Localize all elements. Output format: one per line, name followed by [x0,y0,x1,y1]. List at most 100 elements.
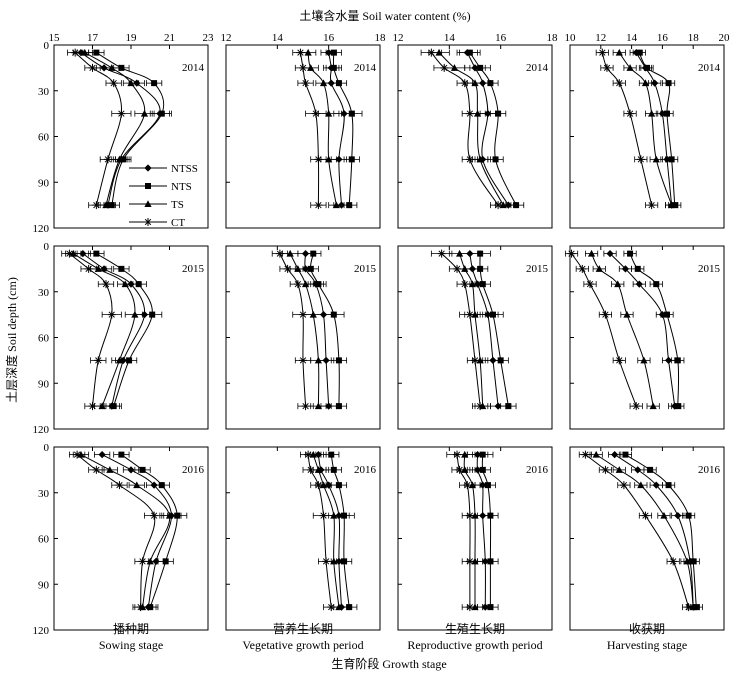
data-point [139,466,146,473]
x-tick-label: 23 [203,32,215,44]
series-line [469,253,499,407]
data-point [322,557,331,566]
data-point [325,155,333,163]
series-line [96,253,153,407]
series-ntss [94,451,182,611]
data-point [665,80,672,87]
stage-label-en: Reproductive growth period [407,638,542,652]
data-point [440,63,449,72]
data-point [327,603,336,612]
series-line [476,454,486,608]
data-point [648,109,656,117]
data-point [314,155,323,164]
stage-label-cn: 生殖生长期 [445,621,505,636]
series-line [121,454,178,608]
x-tick-label: 10 [565,32,577,44]
data-point [79,250,87,258]
data-point [664,356,673,364]
x-tick-label: 18 [688,32,700,44]
data-point [614,280,622,288]
series-line [635,52,673,206]
series-nts [323,451,358,611]
data-point [477,265,484,272]
data-point [140,109,149,117]
data-point [683,557,691,565]
data-point [479,451,486,458]
y-tick-label: 90 [38,177,50,189]
data-point [335,403,342,410]
series-ntss [456,49,517,209]
data-point [437,249,446,258]
data-point [505,403,512,410]
panel-2014-3: 10 12 14 16 18 20 2014 [565,32,730,229]
legend-label: NTSS [171,163,198,175]
series-nts [618,451,703,611]
data-point [465,603,474,612]
data-point [611,451,619,459]
x-tick-label: 12 [393,32,404,44]
data-point [314,356,322,364]
data-point [471,79,479,87]
data-point [479,281,486,288]
data-point [622,451,629,458]
data-point [88,63,97,72]
panel-2016-0: 0 30 60 90 120 2016 [33,442,209,637]
series-nts [469,250,517,410]
series-line [101,454,172,608]
data-point [335,80,342,87]
series-ntss [459,250,507,410]
data-point [133,481,141,489]
year-label: 2015 [526,263,549,275]
data-point [621,265,630,273]
data-point [484,482,491,489]
data-point [581,450,590,459]
data-point [332,201,340,209]
data-point [477,250,484,257]
top-axis-title: 土壤含水量 Soil water content (%) [299,8,470,23]
data-point [487,558,494,565]
legend-item-ntss: NTSS [129,163,198,175]
data-point [453,264,462,273]
data-point [93,250,100,257]
series-ct [564,249,643,411]
data-point [465,109,474,118]
series-line [591,253,654,407]
data-point [98,451,106,459]
data-point [71,48,80,57]
series-ct [430,249,489,411]
data-point [301,79,310,88]
data-point [348,110,355,117]
data-point [158,110,165,117]
series-ts [300,48,345,209]
legend-marker [144,164,152,172]
data-point [101,280,110,289]
x-tick-label: 19 [126,32,138,44]
series-ct [67,48,132,210]
y-tick-label: 120 [33,625,50,637]
data-point [94,356,103,365]
series-line [625,454,697,608]
series-ntss [74,250,155,410]
y-tick-label: 90 [38,378,50,390]
data-point [108,64,116,71]
data-point [127,79,135,87]
panel-2014-1: 12 14 16 18 2014 [221,32,386,229]
data-point [669,557,678,566]
data-point [463,481,472,490]
data-point [158,482,165,489]
data-point [664,311,671,318]
data-point [126,357,133,364]
data-point [487,604,494,611]
year-label: 2015 [698,263,721,275]
data-point [668,201,676,209]
data-point [601,310,610,319]
stage-labels: 播种期 Sowing stage 营养生长期 Vegetative growth pe… [99,621,687,652]
stage-label-en: Sowing stage [99,638,163,652]
series-ntss [72,49,170,209]
series-line [459,253,484,407]
data-point [110,403,117,410]
panel-2015-0: 0 30 60 90 120 2015 [33,241,209,436]
data-point [314,402,322,410]
data-point [634,265,641,272]
